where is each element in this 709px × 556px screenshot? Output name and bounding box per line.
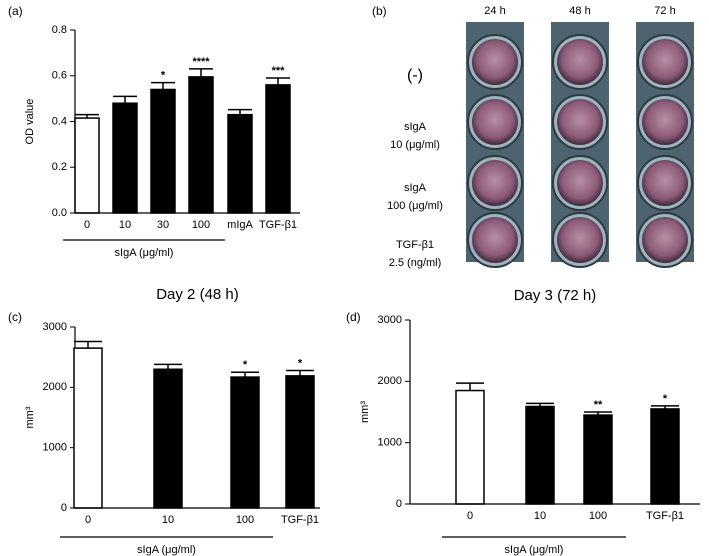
x-tick-label: 0 <box>85 514 91 526</box>
well <box>557 99 603 145</box>
well <box>642 217 688 263</box>
bar <box>265 84 291 214</box>
y-axis-label: OD value <box>24 99 36 145</box>
y-tick-label: 0 <box>61 502 67 514</box>
x-tick-label: 10 <box>119 219 131 231</box>
y-tick-label: 0.0 <box>52 207 67 219</box>
well <box>642 39 688 85</box>
y-tick-label: 2000 <box>378 375 402 387</box>
x-tick-label: TGF-β1 <box>646 510 684 522</box>
chart-title: Day 3 (72 h) <box>514 287 597 304</box>
bar <box>455 389 485 505</box>
bar <box>153 368 183 509</box>
well <box>557 39 603 85</box>
y-tick-label: 3000 <box>378 314 402 326</box>
y-tick-label: 1000 <box>43 442 67 454</box>
y-tick-label: 0.6 <box>52 70 67 82</box>
bar <box>74 117 100 214</box>
row-label: (-) <box>407 67 423 84</box>
x-tick-label: mIgA <box>227 219 253 231</box>
bar <box>650 408 680 505</box>
bar <box>73 347 103 509</box>
panel-label: (a) <box>8 4 23 18</box>
row-label: TGF-β1 <box>396 239 434 251</box>
y-tick-label: 0.2 <box>52 161 67 173</box>
x-tick-label: 10 <box>162 514 174 526</box>
x-tick-label: 0 <box>84 219 90 231</box>
bar <box>285 375 315 509</box>
significance-mark: * <box>663 393 668 405</box>
y-tick-label: 0.8 <box>52 24 67 36</box>
group-label: sIgA (μg/ml) <box>115 247 174 259</box>
x-tick-label: 100 <box>589 510 607 522</box>
well <box>642 160 688 206</box>
well <box>472 217 518 263</box>
significance-mark: * <box>161 70 166 82</box>
x-tick-label: TGF-β1 <box>259 219 297 231</box>
significance-mark: * <box>298 357 303 369</box>
row-label: 100 (μg/ml) <box>387 200 443 212</box>
column-label: 48 h <box>569 5 590 17</box>
bar <box>150 88 176 214</box>
y-tick-label: 1000 <box>378 437 402 449</box>
well <box>472 99 518 145</box>
well <box>557 217 603 263</box>
row-label: 10 (μg/ml) <box>390 139 440 151</box>
x-tick-label: TGF-β1 <box>281 514 319 526</box>
y-tick-label: 0.4 <box>52 115 67 127</box>
row-label: sIgA <box>404 121 427 133</box>
significance-mark: ** <box>594 399 603 411</box>
bar <box>230 376 260 509</box>
significance-mark: * <box>243 359 248 371</box>
y-axis-label: mm³ <box>359 401 371 423</box>
y-tick-label: 3000 <box>43 321 67 333</box>
significance-mark: *** <box>272 65 286 77</box>
x-tick-label: 30 <box>157 219 169 231</box>
bar <box>583 414 613 505</box>
bar <box>112 102 138 214</box>
group-label: sIgA (μg/ml) <box>137 544 196 556</box>
bar <box>188 76 214 214</box>
significance-mark: **** <box>192 56 210 68</box>
panel-label: (c) <box>8 310 22 324</box>
well <box>642 99 688 145</box>
well <box>472 39 518 85</box>
column-label: 24 h <box>484 5 505 17</box>
chart-title: Day 2 (48 h) <box>156 286 239 303</box>
group-label: sIgA (μg/ml) <box>505 544 564 556</box>
panel-label: (d) <box>346 310 361 324</box>
panel-label: (b) <box>372 4 387 18</box>
y-axis-label: mm³ <box>24 406 36 428</box>
well <box>557 160 603 206</box>
bar <box>525 405 555 505</box>
well <box>472 160 518 206</box>
y-tick-label: 2000 <box>43 381 67 393</box>
row-label: 2.5 (ng/ml) <box>389 257 442 269</box>
bar <box>227 113 253 214</box>
x-tick-label: 100 <box>236 514 254 526</box>
row-label: sIgA <box>404 182 427 194</box>
y-tick-label: 0 <box>396 498 402 510</box>
x-tick-label: 100 <box>192 219 210 231</box>
x-tick-label: 10 <box>534 510 546 522</box>
column-label: 72 h <box>654 5 675 17</box>
x-tick-label: 0 <box>467 510 473 522</box>
